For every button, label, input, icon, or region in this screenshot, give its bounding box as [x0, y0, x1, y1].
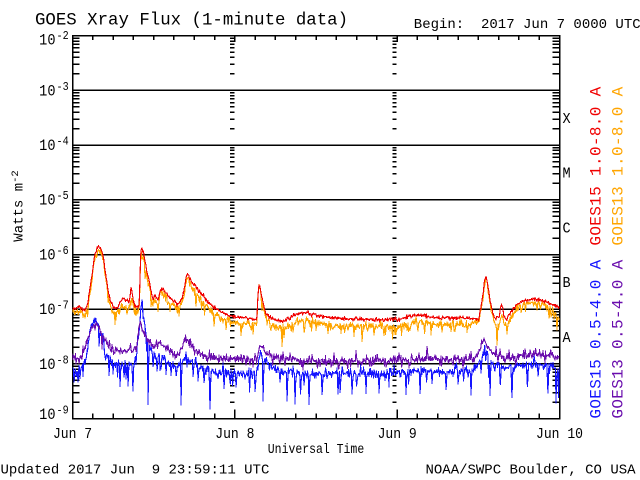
svg-text:GOES15 0.5-4.0 A: GOES15 0.5-4.0 A: [588, 259, 606, 418]
svg-text:Watts m-2: Watts m-2: [10, 170, 28, 241]
svg-text:10: 10: [39, 84, 55, 101]
svg-text:Updated 2017 Jun 9 23:59:11 U: Updated 2017 Jun 9 23:59:11 UTC: [1, 463, 270, 479]
svg-text:10: 10: [39, 33, 55, 50]
svg-text:Jun 7: Jun 7: [53, 428, 92, 444]
svg-text:X: X: [563, 111, 572, 128]
svg-text:GOES13 1.0-8.0 A: GOES13 1.0-8.0 A: [610, 86, 628, 245]
svg-text:-9: -9: [57, 405, 69, 418]
svg-text:GOES15 1.0-8.0 A: GOES15 1.0-8.0 A: [588, 86, 606, 245]
svg-text:Universal Time: Universal Time: [268, 441, 364, 457]
svg-text:-3: -3: [57, 81, 69, 94]
svg-text:10: 10: [39, 248, 55, 265]
svg-text:NOAA/SWPC Boulder, CO USA: NOAA/SWPC Boulder, CO USA: [426, 463, 637, 479]
svg-text:Begin: 2017 Jun 7 0000 UTC: Begin: 2017 Jun 7 0000 UTC: [414, 17, 640, 33]
svg-text:Jun 10: Jun 10: [536, 428, 583, 444]
svg-text:Jun 8: Jun 8: [215, 428, 254, 444]
svg-text:GOES Xray Flux (1-minute data): GOES Xray Flux (1-minute data): [35, 10, 348, 30]
svg-text:-5: -5: [57, 191, 69, 204]
svg-text:-7: -7: [57, 300, 69, 313]
svg-text:-6: -6: [57, 245, 69, 258]
svg-text:Jun 9: Jun 9: [378, 428, 417, 444]
svg-text:10: 10: [39, 302, 55, 319]
svg-text:A: A: [563, 330, 572, 347]
svg-text:B: B: [563, 275, 572, 292]
svg-text:10: 10: [39, 193, 55, 210]
svg-text:GOES13 0.5-4.0 A: GOES13 0.5-4.0 A: [610, 259, 628, 418]
svg-text:-4: -4: [57, 136, 69, 149]
svg-text:-8: -8: [57, 355, 69, 368]
svg-text:10: 10: [39, 138, 55, 155]
svg-text:C: C: [563, 221, 571, 238]
svg-text:M: M: [563, 166, 571, 183]
svg-text:-2: -2: [57, 30, 69, 43]
svg-text:10: 10: [39, 408, 55, 425]
svg-text:10: 10: [39, 357, 55, 374]
